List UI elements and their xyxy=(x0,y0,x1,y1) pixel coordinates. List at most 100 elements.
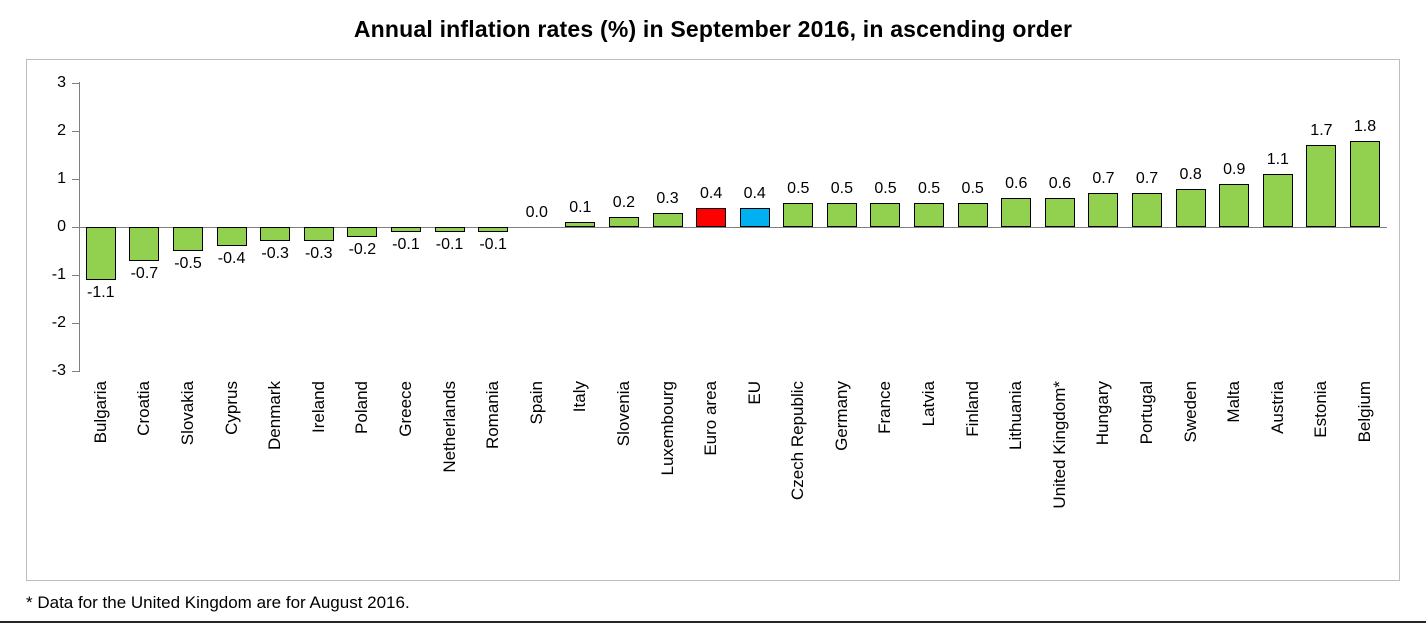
bar-value-label: 0.9 xyxy=(1223,160,1246,178)
bar-poland xyxy=(347,227,378,237)
bar-value-label: 1.7 xyxy=(1310,122,1333,140)
category-label-denmark: Denmark xyxy=(265,381,285,450)
bar-column-bulgaria: -1.1 Bulgaria xyxy=(79,82,123,576)
category-label-sweden: Sweden xyxy=(1180,381,1200,443)
bar-area: 0.5 xyxy=(951,82,995,372)
category-label-area: Bulgaria xyxy=(79,372,123,576)
category-label-area: Cyprus xyxy=(210,372,254,576)
category-label-area: United Kingdom* xyxy=(1038,372,1082,576)
y-axis-tick-mark xyxy=(72,83,79,84)
y-axis-tick-mark xyxy=(72,179,79,180)
bar-ireland xyxy=(303,227,334,242)
bar-column-denmark: -0.3 Denmark xyxy=(253,82,297,576)
bar-column-romania: -0.1 Romania xyxy=(471,82,515,576)
category-label-area: Greece xyxy=(384,372,428,576)
category-label-eu: EU xyxy=(744,381,764,405)
category-label-area: Croatia xyxy=(123,372,167,576)
category-label-area: Italy xyxy=(559,372,603,576)
bar-value-label: -1.1 xyxy=(87,283,115,301)
bar-area: -0.4 xyxy=(210,82,254,372)
bar-italy xyxy=(565,222,596,227)
y-axis-tick-mark xyxy=(72,227,79,228)
bar-column-latvia: 0.5 Latvia xyxy=(907,82,951,576)
bar-value-label: -0.5 xyxy=(174,255,202,272)
category-label-area: Romania xyxy=(471,372,515,576)
category-label-area: Czech Republic xyxy=(777,372,821,576)
bar-luxembourg xyxy=(652,212,683,227)
bar-value-label: 0.6 xyxy=(1048,175,1071,193)
bar-area: 0.2 xyxy=(602,82,646,372)
bar-latvia xyxy=(914,203,945,227)
bar-area: -0.3 xyxy=(253,82,297,372)
bar-denmark xyxy=(260,227,291,242)
bar-netherlands xyxy=(434,227,465,232)
bar-area: 0.1 xyxy=(559,82,603,372)
bar-column-netherlands: -0.1 Netherlands xyxy=(428,82,472,576)
category-label-area: Austria xyxy=(1256,372,1300,576)
bar-value-label: 0.5 xyxy=(917,180,941,197)
bar-column-ireland: -0.3 Ireland xyxy=(297,82,341,576)
bar-bulgaria xyxy=(85,227,116,280)
category-label-area: Denmark xyxy=(253,372,297,576)
category-label-austria: Austria xyxy=(1267,381,1287,434)
category-label-area: Finland xyxy=(951,372,995,576)
bar-area: 0.5 xyxy=(864,82,908,372)
plot-area: -1.1 Bulgaria -0.7 Croatia -0.5 Slovakia -0.4 C… xyxy=(79,82,1387,576)
category-label-area: Slovenia xyxy=(602,372,646,576)
bar-area: 0.4 xyxy=(733,82,777,372)
bar-column-slovakia: -0.5 Slovakia xyxy=(166,82,210,576)
category-label-luxembourg: Luxembourg xyxy=(657,381,677,476)
bar-value-label: 0.5 xyxy=(961,180,984,197)
bar-value-label: -0.7 xyxy=(130,264,159,282)
bar-area: -0.1 xyxy=(428,82,472,372)
category-label-area: Poland xyxy=(341,372,385,576)
category-label-malta: Malta xyxy=(1224,381,1244,423)
y-axis-tick-mark xyxy=(72,275,79,276)
bar-area: -0.5 xyxy=(166,82,210,372)
bar-area: 0.5 xyxy=(777,82,821,372)
bar-value-label: 0.5 xyxy=(874,180,897,197)
category-label-area: Estonia xyxy=(1300,372,1344,576)
bar-estonia xyxy=(1306,145,1337,227)
category-label-cyprus: Cyprus xyxy=(221,381,241,435)
y-axis-tick-mark xyxy=(72,131,79,132)
y-axis-tick-label: 3 xyxy=(57,74,66,91)
bar-area: 0.3 xyxy=(646,82,690,372)
bar-area: -0.7 xyxy=(123,82,167,372)
bar-column-malta: 0.9 Malta xyxy=(1212,82,1256,576)
bar-value-label: 0.2 xyxy=(612,194,636,212)
plot-wrap: 3 2 1 0 -1 -2 -3 -1.1 Bulgaria -0.7 Croatia -0.5 Sl… xyxy=(35,74,1387,576)
category-label-area: Lithuania xyxy=(994,372,1038,576)
bar-column-euro-area: 0.4 Euro area xyxy=(689,82,733,576)
category-label-spain: Spain xyxy=(526,381,546,425)
bar-sweden xyxy=(1175,188,1206,227)
bar-value-label: 0.4 xyxy=(743,184,766,202)
bar-column-spain: 0.0 Spain xyxy=(515,82,559,576)
category-label-portugal: Portugal xyxy=(1137,381,1157,445)
bar-area: 0.5 xyxy=(820,82,864,372)
bar-column-italy: 0.1 Italy xyxy=(559,82,603,576)
bar-area: 1.1 xyxy=(1256,82,1300,372)
bar-column-france: 0.5 France xyxy=(864,82,908,576)
bar-column-belgium: 1.8 Belgium xyxy=(1343,82,1387,576)
bar-value-label: -0.2 xyxy=(348,240,377,258)
y-axis-tick-mark xyxy=(72,371,79,372)
bar-column-estonia: 1.7 Estonia xyxy=(1300,82,1344,576)
category-label-area: Hungary xyxy=(1082,372,1126,576)
bar-area: 1.7 xyxy=(1300,82,1344,372)
category-label-area: Luxembourg xyxy=(646,372,690,576)
category-label-area: Euro area xyxy=(689,372,733,576)
bar-area: 1.8 xyxy=(1343,82,1387,372)
bar-romania xyxy=(478,227,509,232)
category-label-area: EU xyxy=(733,372,777,576)
bar-area: -0.1 xyxy=(384,82,428,372)
bar-value-label: -0.3 xyxy=(261,245,289,263)
bar-lithuania xyxy=(1001,198,1032,227)
y-axis-tick-label: -3 xyxy=(51,362,66,379)
bar-area: 0.9 xyxy=(1212,82,1256,372)
category-label-france: France xyxy=(875,381,895,434)
category-label-area: Slovakia xyxy=(166,372,210,576)
category-label-area: Latvia xyxy=(907,372,951,576)
category-label-area: Malta xyxy=(1212,372,1256,576)
bar-value-label: -0.1 xyxy=(479,235,507,253)
